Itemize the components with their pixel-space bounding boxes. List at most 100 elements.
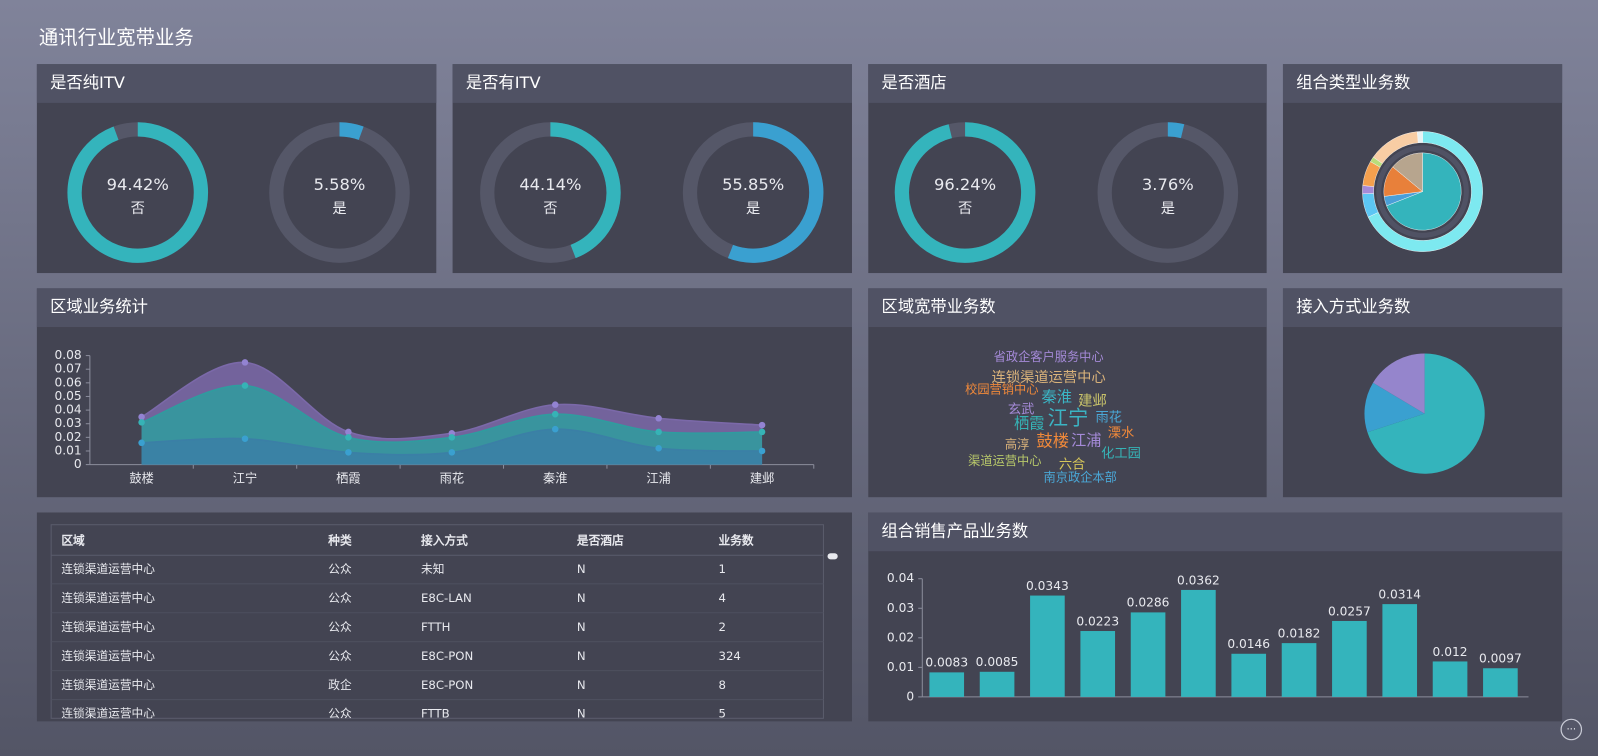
word: 江宁 xyxy=(1048,406,1089,430)
x-tick-label: 鼓楼 xyxy=(129,470,153,485)
pie-slice xyxy=(1417,131,1423,144)
point xyxy=(758,447,766,455)
bar xyxy=(1030,595,1065,697)
x-tick-label: 雨花 xyxy=(440,470,464,485)
scrollbar xyxy=(827,553,838,560)
cell: 公众 xyxy=(328,620,352,634)
cell: 连锁渠道运营中心 xyxy=(61,591,155,605)
point xyxy=(138,413,145,421)
cell: E8C-PON xyxy=(421,678,473,692)
y-tick-label: 0.04 xyxy=(54,403,81,417)
word: 江浦 xyxy=(1071,432,1102,450)
point xyxy=(655,428,662,436)
bar xyxy=(1130,612,1166,697)
pie-slice xyxy=(1373,353,1425,414)
bar xyxy=(1432,661,1468,697)
x-tick-label: 江宁 xyxy=(233,470,257,485)
pie-gap xyxy=(1376,145,1469,238)
y-tick-label: 0.06 xyxy=(54,375,81,389)
panel-title: 区域业务统计 xyxy=(50,297,148,316)
x-tick-label: 建邺 xyxy=(750,471,774,485)
point xyxy=(345,428,352,436)
y-tick-label: 0 xyxy=(906,689,914,703)
word: 高淳 xyxy=(1005,437,1029,452)
donut-category: 是 xyxy=(746,201,760,217)
panel-header xyxy=(868,512,1563,552)
pie-slice xyxy=(1386,152,1462,231)
bar xyxy=(1332,620,1367,697)
donut-category: 是 xyxy=(1161,201,1175,217)
panel-title: 接入方式业务数 xyxy=(1296,297,1410,316)
column-header: 业务数 xyxy=(719,534,754,548)
panel-title: 区域宽带业务数 xyxy=(882,297,996,316)
bar-label: 0.0223 xyxy=(1076,614,1119,628)
panel-title: 组合销售产品业务数 xyxy=(882,521,1029,540)
bar xyxy=(1181,589,1216,697)
y-tick-label: 0.02 xyxy=(54,430,81,444)
cell: N xyxy=(577,707,586,721)
panel-header xyxy=(868,288,1267,328)
donut-value: 3.76% xyxy=(1142,175,1194,194)
panel-title: 是否有ITV xyxy=(466,73,542,92)
donut-value: 96.24% xyxy=(934,175,996,194)
cell: 324 xyxy=(719,649,741,663)
bar xyxy=(1483,668,1518,697)
point xyxy=(551,410,559,418)
cell: N xyxy=(577,591,586,605)
donut-category: 是 xyxy=(332,201,346,217)
cell: E8C-PON xyxy=(421,649,473,663)
bar-label: 0.0083 xyxy=(925,656,968,670)
bar-label: 0.0362 xyxy=(1177,573,1220,587)
bar xyxy=(1080,631,1116,697)
bar xyxy=(929,672,965,697)
point xyxy=(758,421,766,429)
cell: N xyxy=(577,620,586,634)
pie-slice xyxy=(1367,131,1483,252)
y-tick-label: 0.04 xyxy=(887,571,914,585)
table-frame xyxy=(50,524,824,719)
point xyxy=(241,382,249,389)
y-tick-label: 0.08 xyxy=(54,348,81,362)
x-tick-label: 栖霞 xyxy=(336,470,360,485)
donut-arc xyxy=(339,122,364,141)
panel-header xyxy=(1282,288,1563,328)
donut-value: 5.58% xyxy=(314,175,366,194)
cell: E8C-LAN xyxy=(421,591,472,605)
cell: 未知 xyxy=(421,562,444,576)
bar-label: 0.0182 xyxy=(1278,626,1321,640)
cell: 1 xyxy=(719,562,726,576)
donut-arc xyxy=(550,122,621,259)
pie-slice xyxy=(1367,353,1485,474)
bar xyxy=(1281,643,1317,697)
point xyxy=(241,359,249,366)
cell: 连锁渠道运营中心 xyxy=(61,707,155,721)
bar-label: 0.0085 xyxy=(976,655,1019,669)
donut-arc xyxy=(894,122,1036,263)
pie-slice xyxy=(1364,382,1425,433)
word: 溧水 xyxy=(1108,425,1134,441)
menu-dots: ··· xyxy=(1566,725,1576,736)
panel-header xyxy=(36,288,852,328)
cell: FTTB xyxy=(421,707,450,721)
point xyxy=(655,415,662,422)
bar xyxy=(979,671,1015,697)
y-tick-label: 0.05 xyxy=(54,389,81,403)
word: 渠道运营中心 xyxy=(968,453,1041,468)
donut-category: 否 xyxy=(958,201,972,217)
bar-label: 0.0257 xyxy=(1328,604,1371,618)
word: 省政企客户服务中心 xyxy=(994,349,1104,364)
point xyxy=(551,401,559,408)
point xyxy=(345,449,352,456)
cell: 连锁渠道运营中心 xyxy=(61,678,155,692)
pie-slice xyxy=(1392,152,1423,192)
word: 雨花 xyxy=(1096,410,1122,426)
menu-button[interactable] xyxy=(1560,718,1583,741)
cell: 8 xyxy=(719,678,726,692)
panel-header xyxy=(36,64,437,103)
word: 秦淮 xyxy=(1042,388,1073,406)
y-tick-label: 0.03 xyxy=(887,601,914,615)
area xyxy=(141,429,763,465)
